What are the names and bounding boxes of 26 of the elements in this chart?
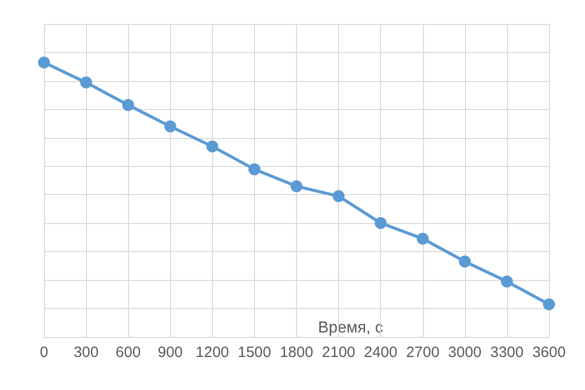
- x-tick-label: 2100: [322, 344, 356, 361]
- x-tick-label: 2400: [364, 344, 398, 361]
- point: [500, 276, 513, 288]
- point: [164, 120, 176, 132]
- x-tick-label: 3300: [490, 344, 524, 361]
- point: [206, 140, 218, 152]
- point: [122, 99, 134, 111]
- point: [38, 56, 50, 68]
- point: [374, 217, 387, 230]
- point: [416, 232, 429, 245]
- x-tick-label: 900: [158, 344, 183, 361]
- x-tick-label: 1500: [238, 344, 272, 361]
- x-tick-label: 3000: [448, 344, 482, 361]
- x-tick-label: 1800: [280, 344, 314, 361]
- point: [80, 76, 92, 88]
- point: [332, 190, 345, 202]
- point: [290, 180, 302, 192]
- x-tick-label: 1200: [196, 344, 230, 361]
- x-tick-label: 0: [40, 344, 48, 361]
- x-tick-label: 2700: [406, 344, 440, 361]
- x-tick-label: 3600: [532, 344, 566, 361]
- point: [543, 298, 555, 310]
- x-tick-label: 300: [74, 344, 99, 361]
- x-tick-label: 600: [116, 344, 141, 361]
- point: [248, 163, 260, 176]
- point: [458, 256, 471, 268]
